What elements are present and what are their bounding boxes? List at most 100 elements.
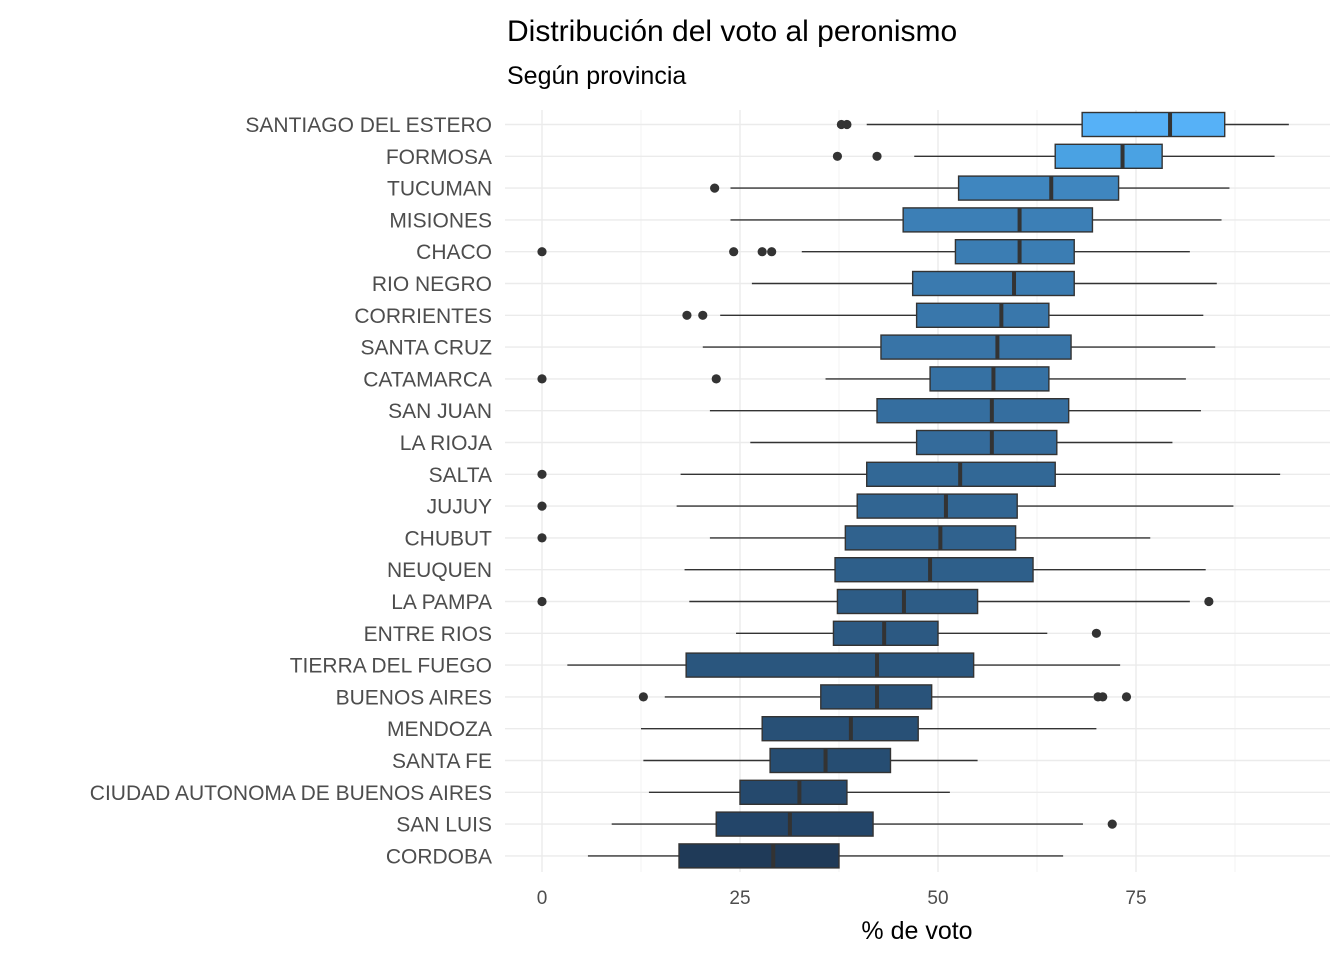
value-axis: 0 25 50 75 bbox=[537, 888, 1147, 909]
x-tick-label: 75 bbox=[1125, 888, 1146, 909]
category-label: LA PAMPA bbox=[391, 591, 492, 614]
category-label: SAN JUAN bbox=[388, 400, 492, 423]
iqr-box bbox=[678, 843, 840, 869]
category-label: MISIONES bbox=[389, 209, 492, 232]
boxplot-la-pampa bbox=[537, 588, 1214, 615]
boxplot-la-rioja bbox=[750, 429, 1173, 456]
category-label: TUCUMAN bbox=[387, 178, 492, 201]
boxplot-san-juan bbox=[709, 398, 1201, 424]
chart-subtitle: Según provincia bbox=[507, 62, 686, 90]
iqr-box bbox=[880, 334, 1072, 360]
boxplot-mendoza bbox=[641, 716, 1097, 742]
boxplot-tierra-del-fuego bbox=[567, 652, 1121, 678]
outlier-point bbox=[1098, 692, 1108, 702]
x-tick-label: 50 bbox=[927, 888, 948, 909]
category-label: JUJUY bbox=[427, 496, 492, 519]
outlier-point bbox=[537, 596, 547, 607]
iqr-box bbox=[685, 652, 975, 678]
outlier-point bbox=[757, 247, 767, 257]
category-label: CORDOBA bbox=[386, 845, 492, 868]
iqr-box bbox=[739, 779, 848, 805]
iqr-box bbox=[834, 557, 1034, 583]
iqr-box bbox=[902, 207, 1094, 233]
boxplot-entre-rios bbox=[736, 620, 1101, 646]
boxplot-formosa bbox=[832, 143, 1275, 170]
category-label: ENTRE RIOS bbox=[364, 623, 492, 646]
category-label: CORRIENTES bbox=[354, 305, 492, 328]
iqr-box bbox=[761, 716, 919, 742]
outlier-point bbox=[638, 692, 648, 702]
iqr-box bbox=[844, 525, 1017, 551]
boxplot-jujuy bbox=[537, 493, 1234, 519]
iqr-box bbox=[856, 493, 1018, 519]
boxplot-santa-fe bbox=[643, 747, 978, 774]
category-label: RIO NEGRO bbox=[372, 273, 492, 296]
x-tick-label: 25 bbox=[729, 888, 750, 909]
category-label: NEUQUEN bbox=[387, 559, 492, 582]
outlier-point bbox=[710, 183, 720, 193]
boxplot-salta bbox=[537, 461, 1281, 487]
boxplot-catamarca bbox=[537, 366, 1186, 392]
outlier-point bbox=[1091, 628, 1101, 638]
outlier-point bbox=[537, 533, 547, 543]
outlier-point bbox=[537, 374, 547, 384]
category-label: MENDOZA bbox=[387, 718, 492, 741]
outlier-point bbox=[711, 374, 721, 384]
category-label: SANTA FE bbox=[392, 750, 492, 773]
outlier-point bbox=[537, 469, 547, 479]
iqr-box bbox=[957, 175, 1120, 201]
category-label: CATAMARCA bbox=[363, 368, 492, 391]
outlier-point bbox=[872, 151, 882, 161]
category-label: BUENOS AIRES bbox=[336, 686, 492, 709]
outlier-point bbox=[1107, 819, 1117, 829]
outlier-point bbox=[537, 247, 547, 257]
iqr-box bbox=[929, 366, 1050, 392]
boxplot-chaco bbox=[537, 238, 1190, 265]
outlier-point bbox=[698, 310, 708, 320]
boxplot-misiones bbox=[730, 207, 1222, 233]
boxplot-santa-cruz bbox=[702, 334, 1216, 360]
iqr-box bbox=[915, 302, 1050, 328]
iqr-box bbox=[715, 811, 874, 837]
category-label: CHUBUT bbox=[405, 527, 493, 550]
iqr-box bbox=[915, 429, 1058, 456]
iqr-box bbox=[836, 588, 979, 615]
iqr-box bbox=[876, 398, 1070, 424]
boxplot-corrientes bbox=[682, 302, 1204, 328]
category-label: SANTA CRUZ bbox=[361, 337, 493, 360]
outlier-point bbox=[682, 310, 692, 320]
iqr-box bbox=[1054, 143, 1163, 170]
outlier-point bbox=[729, 247, 739, 257]
boxplot-cordoba bbox=[587, 843, 1064, 869]
outlier-point bbox=[842, 119, 852, 130]
category-label: SANTIAGO DEL ESTERO bbox=[245, 114, 492, 137]
iqr-box bbox=[954, 238, 1075, 265]
category-label: SALTA bbox=[429, 464, 492, 487]
outlier-point bbox=[767, 247, 777, 257]
boxplot-chubut bbox=[537, 525, 1151, 551]
outlier-point bbox=[1121, 692, 1132, 702]
category-label: FORMOSA bbox=[386, 146, 492, 169]
x-axis-title: % de voto bbox=[861, 917, 972, 945]
chart-title: Distribución del voto al peronismo bbox=[507, 15, 957, 48]
category-label: SAN LUIS bbox=[396, 814, 492, 837]
boxplot-rio-negro bbox=[751, 270, 1217, 297]
boxplot-neuquen bbox=[684, 557, 1206, 583]
iqr-box bbox=[1081, 111, 1226, 138]
category-label: CHACO bbox=[416, 241, 492, 264]
category-label: LA RIOJA bbox=[400, 432, 492, 455]
outlier-point bbox=[1204, 596, 1214, 607]
outlier-point bbox=[537, 501, 547, 511]
x-tick-label: 0 bbox=[537, 888, 548, 909]
outlier-point bbox=[832, 151, 843, 161]
iqr-box bbox=[769, 747, 892, 774]
boxplot-santiago-del-estero bbox=[836, 111, 1289, 138]
boxplot-buenos-aires bbox=[638, 684, 1132, 710]
category-axis: SANTIAGO DEL ESTERO FORMOSA TUCUMAN MISIONE… bbox=[90, 114, 492, 868]
iqr-box bbox=[911, 270, 1075, 297]
category-label: TIERRA DEL FUEGO bbox=[290, 655, 492, 678]
boxplot-ciudad-autonoma-de-buenos-aires bbox=[648, 779, 950, 805]
boxplot-tucuman bbox=[710, 175, 1230, 201]
boxplot-san-luis bbox=[611, 811, 1117, 837]
